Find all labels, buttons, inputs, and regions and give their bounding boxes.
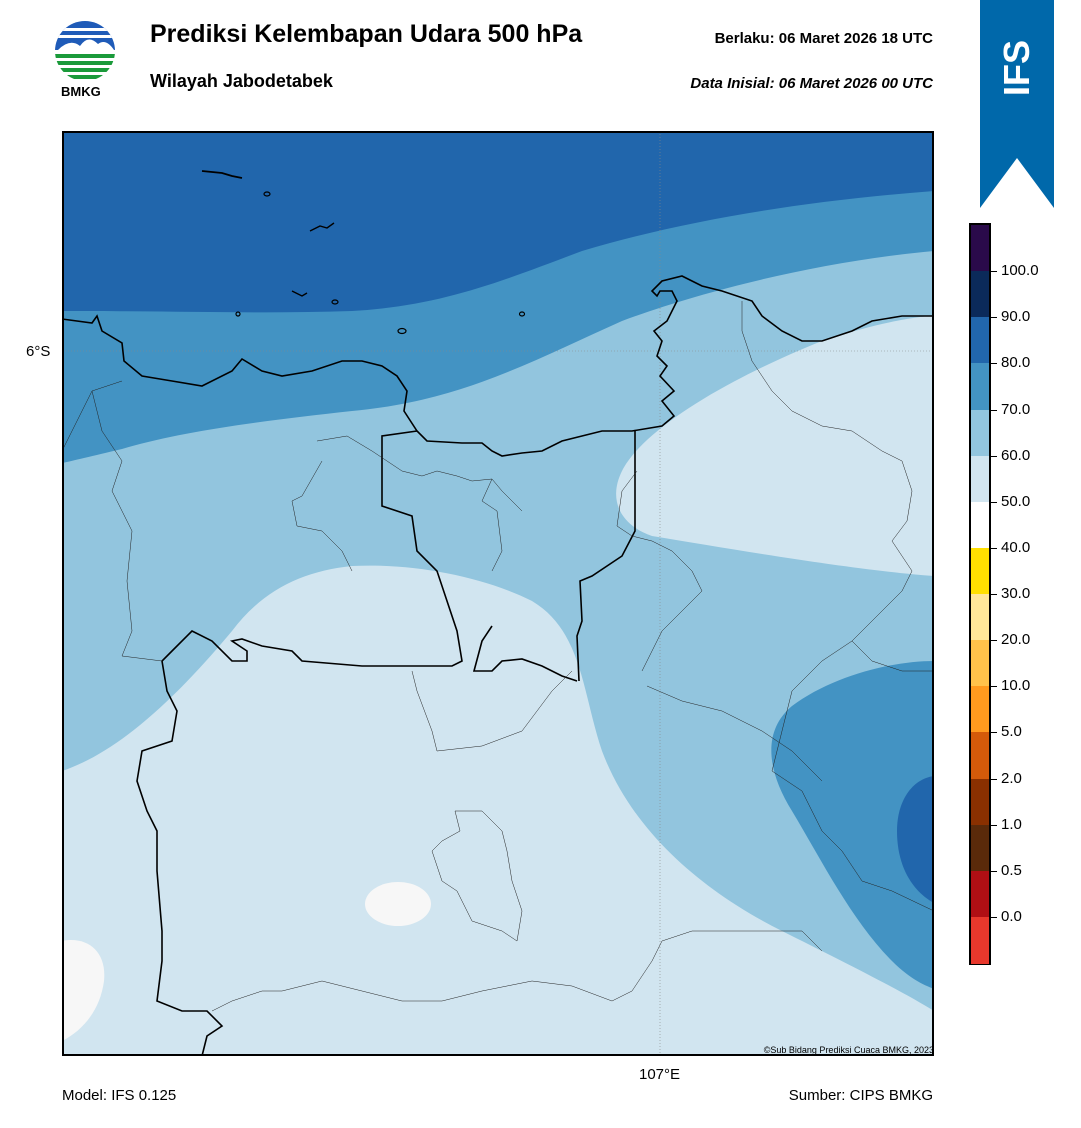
- colorbar-label: 30.0: [1001, 585, 1031, 602]
- colorbar-tick: [991, 686, 997, 688]
- humidity-map: [62, 131, 934, 1056]
- colorbar-segment: [971, 363, 989, 410]
- colorbar-tick: [991, 271, 997, 273]
- colorbar-tick: [991, 778, 997, 780]
- colorbar-segment: [971, 225, 989, 272]
- latitude-label: 6°S: [26, 343, 51, 360]
- colorbar-label: 0.0: [1001, 907, 1022, 925]
- colorbar-segment: [971, 778, 989, 826]
- data-source: Sumber: CIPS BMKG: [788, 1087, 933, 1104]
- colorbar-label: 40.0: [1001, 538, 1031, 556]
- map-title: Prediksi Kelembapan Udara 500 hPa: [150, 20, 583, 48]
- colorbar-label: 90.0: [1001, 308, 1031, 326]
- ribbon-label: IFS: [996, 40, 1037, 97]
- colorbar-segment: [971, 870, 989, 918]
- colorbar-tick: [991, 501, 997, 503]
- colorbar-tick: [991, 455, 997, 457]
- colorbar-label: 70.0: [1001, 400, 1031, 418]
- colorbar-tick: [991, 547, 997, 549]
- longitude-label: 107°E: [639, 1066, 681, 1083]
- colorbar-label: 5.0: [1001, 723, 1022, 741]
- colorbar-segment: [971, 455, 989, 503]
- colorbar-segment: [971, 732, 989, 779]
- map-copyright: ©Sub Bidang Prediksi Cuaca BMKG, 2023: [763, 1045, 934, 1055]
- colorbar-segment: [971, 271, 989, 318]
- colorbar-label: 60.0: [1001, 446, 1031, 464]
- colorbar-label: 100.0: [1001, 262, 1039, 280]
- colorbar-segment: [971, 547, 989, 595]
- colorbar-tick: [991, 732, 997, 734]
- colorbar-tick: [991, 870, 997, 872]
- colorbar-segment: [971, 501, 989, 549]
- colorbar-labels: 100.0 90.0 80.0 70.0 60.0 50.0 40.0 30.0 20.0 10.…: [991, 223, 1071, 965]
- colorbar-tick: [991, 317, 997, 319]
- colorbar-label: 0.5: [1001, 861, 1022, 879]
- colorbar-label: 80.0: [1001, 354, 1031, 372]
- colorbar-tick: [991, 640, 997, 642]
- colorbar-label: 1.0: [1001, 815, 1022, 833]
- bmkg-emblem-icon: [55, 21, 115, 81]
- colorbar-tick: [991, 594, 997, 595]
- model-ribbon: IFS: [980, 0, 1054, 208]
- colorbar-segment: [971, 640, 989, 687]
- bmkg-logo: BMKG: [52, 20, 118, 102]
- valid-time: Berlaku: 06 Maret 2026 18 UTC: [714, 30, 933, 47]
- colorbar-segment: [971, 916, 989, 964]
- colorbar-segment: [971, 317, 989, 364]
- colorbar-segment: [971, 594, 989, 641]
- initial-data-time: Data Inisial: 06 Maret 2026 00 UTC: [690, 75, 933, 92]
- colorbar-segment: [971, 686, 989, 733]
- colorbar-segment: [971, 409, 989, 457]
- map-subtitle: Wilayah Jabodetabek: [150, 71, 333, 91]
- colorbar-label: 50.0: [1001, 492, 1031, 510]
- map-panel: ©Sub Bidang Prediksi Cuaca BMKG, 2023: [62, 131, 934, 1056]
- colorbar-bar: [969, 223, 991, 965]
- colorbar-label: 2.0: [1001, 769, 1022, 787]
- map-frame: [62, 131, 934, 1056]
- colorbar-label: 20.0: [1001, 631, 1031, 649]
- colorbar-label: 10.0: [1001, 677, 1031, 695]
- colorbar-tick: [991, 409, 997, 411]
- logo-label: BMKG: [61, 84, 101, 99]
- colorbar: [969, 223, 991, 965]
- model-info: Model: IFS 0.125: [62, 1087, 177, 1104]
- colorbar-tick: [991, 363, 997, 365]
- colorbar-tick: [991, 916, 997, 918]
- colorbar-tick: [991, 824, 997, 826]
- colorbar-segment: [971, 824, 989, 872]
